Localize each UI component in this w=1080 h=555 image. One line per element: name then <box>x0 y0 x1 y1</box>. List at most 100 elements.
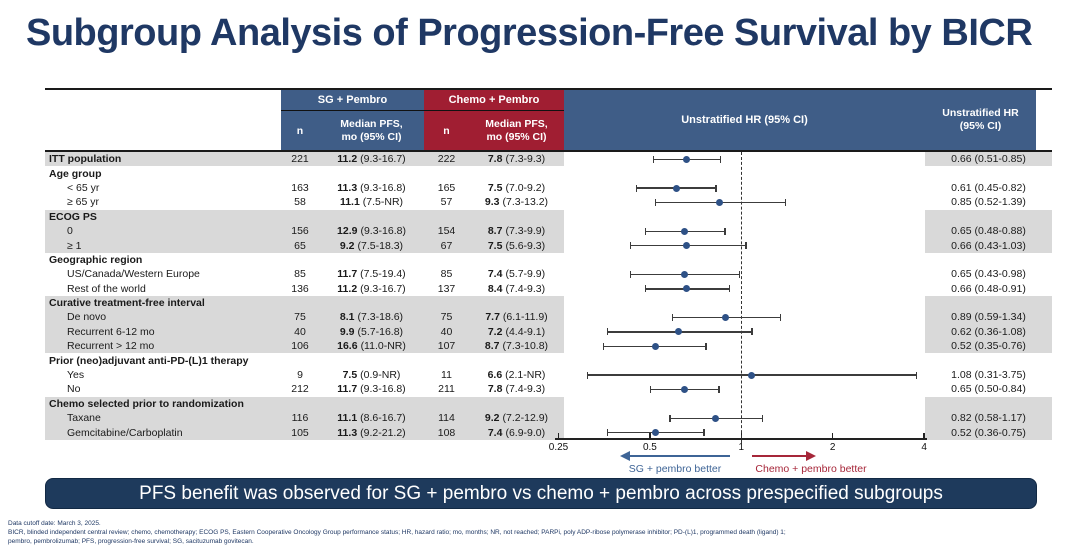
hr-point-estimate <box>683 285 690 293</box>
median-chemo: 8.4 (7.4-9.3) <box>469 282 564 296</box>
ci-cap-low <box>649 386 652 394</box>
ci-cap-low <box>606 328 608 336</box>
median-sg-value: 11.7 <box>337 383 358 396</box>
chemo-pembro-header: Chemo + Pembro <box>424 90 564 111</box>
median-chemo-value: 7.8 <box>487 383 503 396</box>
hr-point-estimate <box>683 242 690 250</box>
median-chemo-ci: (7.2-12.9) <box>502 412 549 425</box>
n-chemo: 154 <box>424 223 469 239</box>
median-sg: 7.5 (0.9-NR) <box>319 368 424 382</box>
hr-value <box>925 166 1052 180</box>
median-chemo: 7.5 (7.0-9.2) <box>469 181 564 195</box>
median-chemo-ci: (5.6-9.3) <box>505 239 546 252</box>
median-sg: 11.2 (9.3-16.7) <box>319 152 424 167</box>
median-sg-ci: (8.6-16.7) <box>360 412 406 425</box>
subgroup-data-row: De novo 75 8.1 (7.3-18.6) 75 7.7 (6.1-11.9) 0.8… <box>45 310 1052 325</box>
forest-plot-cell <box>564 267 925 281</box>
ci-cap-high <box>715 184 717 192</box>
median-sg-value: 9.2 <box>339 239 355 252</box>
n-chemo <box>424 253 469 267</box>
n-sg: 212 <box>291 383 309 396</box>
median-chemo-value: 7.5 <box>487 239 503 252</box>
subgroup-data-row: Recurrent > 12 mo 106 16.6 (11.0-NR) 107 8.7(… <box>45 339 1052 354</box>
plot-column-header: Unstratified HR (95% CI) <box>681 114 808 126</box>
subgroup-data-row: No 212 11.7 (9.3-16.8) 211 7.8 (7.4-9.3) 0.65 (… <box>45 382 1052 396</box>
median-sg-ci: (9.3-16.8) <box>360 181 406 194</box>
median-sg-ci: (11.0-NR) <box>360 340 406 353</box>
sg-pembro-header-block: SG + Pembro n Median PFS, mo (95% CI) <box>281 90 424 150</box>
median-sg-ci: (9.3-16.7) <box>360 282 406 295</box>
subgroup-data-row: US/Canada/Western Europe 85 11.7 (7.5-19.4)… <box>45 267 1052 281</box>
hr-point-estimate <box>672 184 680 192</box>
row-label: Rest of the world <box>67 282 146 295</box>
median-chemo-ci: (6.9-9.0) <box>505 426 546 439</box>
ci-cap-high <box>728 285 731 293</box>
ci-cap-high <box>703 429 705 437</box>
median-sg: 8.1 (7.3-18.6) <box>319 310 424 325</box>
n-sg: 75 <box>281 310 319 325</box>
forest-plot-table: SG + Pembro n Median PFS, mo (95% CI) Ch… <box>45 88 1052 475</box>
row-label: < 65 yr <box>67 181 100 194</box>
axis-tick-label: 4 <box>921 442 927 453</box>
median-chemo-ci: (7.3-9.9) <box>505 225 546 238</box>
n-sg <box>281 166 319 180</box>
ci-cap-high <box>705 342 707 350</box>
median-chemo-value: 7.4 <box>487 268 503 281</box>
n-sg: 85 <box>294 268 306 281</box>
hr-value: 0.65 (0.43-0.98) <box>951 268 1026 281</box>
row-label: ≥ 65 yr <box>67 196 100 209</box>
forest-plot-cell <box>564 181 925 195</box>
n-chemo <box>424 353 469 367</box>
row-label: Chemo selected prior to randomization <box>45 396 281 412</box>
ci-cap-low <box>602 342 605 350</box>
median-chemo: 9.3 (7.3-13.2) <box>469 195 564 209</box>
median-chemo-ci: (5.7-9.9) <box>505 268 546 281</box>
median-sg <box>319 166 424 180</box>
ci-cap-low <box>630 270 632 278</box>
hr-value: 0.66 (0.51-0.85) <box>925 152 1052 167</box>
sg-better-arrow <box>630 455 730 457</box>
median-chemo: 7.4 (6.9-9.0) <box>469 425 564 440</box>
row-label: Gemcitabine/Carboplatin <box>45 425 281 440</box>
median-chemo-value: 8.4 <box>487 282 503 295</box>
median-sg-ci: (0.9-NR) <box>360 369 401 382</box>
n-sg: 9 <box>297 369 303 382</box>
n-chemo: 11 <box>441 369 452 382</box>
ci-cap-low <box>586 371 589 379</box>
median-chemo-ci: (7.4-9.3) <box>505 282 546 295</box>
hr-point-estimate <box>651 342 659 350</box>
hr-value: 0.62 (0.36-1.08) <box>925 324 1052 340</box>
axis-tick-label: 0.25 <box>548 442 569 453</box>
row-label: Age group <box>49 167 102 180</box>
n-sg: 106 <box>281 339 319 354</box>
hr-axis: 0.25 0.5 1 2 4 <box>549 433 935 462</box>
footnotes: Data cutoff date: March 3, 2025. BICR, b… <box>8 520 786 546</box>
median-chemo-value: 7.5 <box>487 181 503 194</box>
ci-cap-high <box>745 242 747 250</box>
footnote-line: Data cutoff date: March 3, 2025. <box>8 520 101 527</box>
median-chemo: 7.8 (7.3-9.3) <box>469 152 564 167</box>
median-chemo: 7.8 (7.4-9.3) <box>469 382 564 396</box>
chemo-better-label: Chemo + pembro better <box>755 463 867 475</box>
row-label: Taxane <box>45 411 281 426</box>
row-label: US/Canada/Western Europe <box>67 268 200 281</box>
median-sg <box>319 253 424 267</box>
median-chemo: 8.7 (7.3-9.9) <box>469 223 564 239</box>
ci-cap-low <box>644 285 646 293</box>
median-sg: 12.9 (9.3-16.8) <box>319 223 424 239</box>
n-sg: 58 <box>294 196 306 209</box>
footnote-line: pembro, pembrolizumab; PFS, progression-… <box>8 537 254 545</box>
forest-plot-cell <box>564 166 925 180</box>
n-chemo <box>424 166 469 180</box>
median-chemo <box>469 253 564 267</box>
median-sg <box>319 353 424 367</box>
hr-point-estimate <box>747 371 755 379</box>
label-column-header <box>45 90 281 150</box>
subgroup-data-row: ITT population 221 11.2 (9.3-16.7) 222 7.8 (7.… <box>45 152 1052 167</box>
row-label: ≥ 1 <box>45 238 281 253</box>
median-sg-value: 11.1 <box>339 196 360 209</box>
row-label: Yes <box>67 369 85 382</box>
n-chemo: 165 <box>437 181 456 194</box>
chemo-better-arrowhead-icon <box>806 451 816 461</box>
forest-plot-cell <box>564 282 925 296</box>
